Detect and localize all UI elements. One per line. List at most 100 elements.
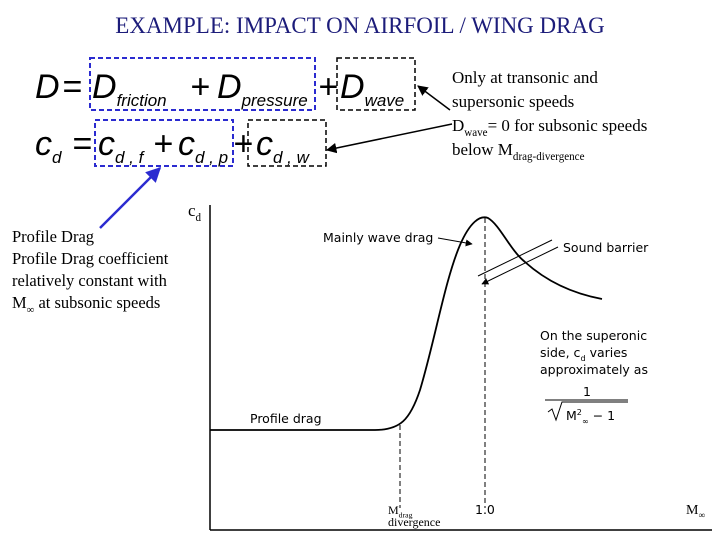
profile-arrow bbox=[99, 166, 162, 229]
profile-label: Profile drag bbox=[250, 411, 322, 426]
slide-title: EXAMPLE: IMPACT ON AIRFOIL / WING DRAG bbox=[115, 13, 604, 38]
supersonic-label: approximately as bbox=[540, 362, 648, 377]
symbol: + bbox=[233, 125, 253, 163]
text-run: On the superonic bbox=[540, 328, 647, 343]
symbol: + bbox=[318, 68, 338, 106]
supersonic-label: side, cd varies bbox=[540, 345, 627, 363]
barrier-line bbox=[477, 239, 553, 277]
symbol: + bbox=[190, 68, 210, 106]
symbol: D bbox=[35, 68, 60, 106]
profile-note: Profile Drag bbox=[12, 227, 94, 246]
fraction-denominator: M2∞ − 1 bbox=[566, 407, 615, 426]
equation-term: cd , f bbox=[98, 125, 146, 167]
wave-note: Dwave= 0 for subsonic speeds bbox=[452, 116, 647, 139]
text-run: Only at transonic and bbox=[452, 68, 598, 87]
subscript: ∞ bbox=[582, 416, 589, 426]
text-run: M bbox=[686, 503, 699, 518]
symbol: D bbox=[92, 68, 117, 106]
x-axis-label: M∞ bbox=[686, 503, 705, 520]
subscript: d bbox=[52, 148, 62, 167]
text-run: Profile drag bbox=[250, 411, 322, 426]
subscript: friction bbox=[117, 91, 167, 110]
symbol: D bbox=[217, 68, 242, 106]
text-run: c bbox=[188, 201, 196, 220]
drag-curve bbox=[210, 216, 603, 431]
barrier-line bbox=[481, 246, 559, 285]
profile-note: M∞ at subsonic speeds bbox=[12, 293, 160, 316]
wave-coef-arrow bbox=[325, 123, 453, 154]
wave-arrow bbox=[417, 85, 451, 111]
text-run: side, c bbox=[540, 345, 581, 360]
symbol: D bbox=[340, 68, 365, 106]
equation-term: cd , p bbox=[178, 125, 228, 167]
y-axis-label: cd bbox=[188, 201, 202, 224]
subscript: d , f bbox=[115, 148, 146, 167]
subscript: d bbox=[196, 212, 202, 224]
subscript: ∞ bbox=[698, 510, 704, 520]
text-run: 1 bbox=[583, 384, 591, 399]
text-run: M bbox=[388, 503, 399, 517]
text-run: M bbox=[566, 408, 577, 423]
text-run: = 0 for subsonic speeds bbox=[488, 116, 648, 135]
symbol: = bbox=[72, 125, 92, 163]
equation-term: Dfriction bbox=[92, 68, 167, 110]
subscript: d , p bbox=[195, 148, 228, 167]
text-run: 1.0 bbox=[475, 502, 495, 517]
text-run: Sound barrier bbox=[563, 240, 649, 255]
subscript: wave bbox=[464, 127, 487, 139]
equation-term: + bbox=[190, 68, 210, 106]
friction-pressure-box bbox=[89, 57, 316, 111]
symbol: + bbox=[153, 125, 173, 163]
symbol: = bbox=[62, 68, 82, 106]
symbol: c bbox=[178, 125, 195, 163]
divergence-label: divergence bbox=[388, 515, 440, 529]
equation-term: = bbox=[72, 125, 92, 163]
subscript: d , w bbox=[273, 148, 311, 167]
text-run: relatively constant with bbox=[12, 271, 168, 290]
text-run: below M bbox=[452, 140, 513, 159]
equation-term: Dwave bbox=[340, 68, 404, 110]
supersonic-label: On the superonic bbox=[540, 328, 647, 343]
text-run: M bbox=[12, 293, 27, 312]
wave-note: Only at transonic and bbox=[452, 68, 598, 87]
fraction-numerator: 1 bbox=[583, 384, 591, 399]
equation-term: cd bbox=[35, 125, 62, 167]
coef-fp-box bbox=[94, 119, 234, 167]
symbol: c bbox=[35, 125, 52, 163]
text-run: at subsonic speeds bbox=[34, 293, 160, 312]
subscript: pressure bbox=[241, 91, 308, 110]
text-run: D bbox=[452, 116, 464, 135]
text-run: Mainly wave drag bbox=[323, 230, 433, 245]
text-run: approximately as bbox=[540, 362, 648, 377]
text-run: divergence bbox=[388, 515, 440, 529]
equation-term: + bbox=[153, 125, 173, 163]
supscript: 2 bbox=[577, 407, 582, 417]
subscript: d bbox=[580, 353, 585, 363]
symbol: c bbox=[98, 125, 115, 163]
text-run: Profile Drag bbox=[12, 227, 94, 246]
text-run: varies bbox=[586, 345, 628, 360]
wave-note: below Mdrag-divergence bbox=[452, 140, 585, 163]
equation-term: D bbox=[35, 68, 60, 106]
drag-plot bbox=[209, 205, 712, 531]
equation-term: Dpressure bbox=[217, 68, 308, 110]
text-run: Profile Drag coefficient bbox=[12, 249, 169, 268]
wave-drag-pointer bbox=[437, 237, 473, 247]
profile-note: Profile Drag coefficient bbox=[12, 249, 169, 268]
wave-note: supersonic speeds bbox=[452, 92, 574, 111]
text-run: supersonic speeds bbox=[452, 92, 574, 111]
subscript: drag bbox=[399, 511, 413, 520]
subscript: drag-divergence bbox=[513, 151, 585, 163]
equation-term: = bbox=[62, 68, 82, 106]
subscript: ∞ bbox=[27, 304, 35, 316]
wave-box bbox=[336, 57, 416, 111]
equation-term: cd , w bbox=[256, 125, 311, 167]
wave-label: Mainly wave drag bbox=[323, 230, 433, 245]
profile-note: relatively constant with bbox=[12, 271, 168, 290]
barrier-label: Sound barrier bbox=[563, 240, 649, 255]
equation-term: + bbox=[318, 68, 338, 106]
divergence-label: Mdrag bbox=[388, 503, 413, 520]
equation-term: + bbox=[233, 125, 253, 163]
radical bbox=[547, 401, 628, 422]
